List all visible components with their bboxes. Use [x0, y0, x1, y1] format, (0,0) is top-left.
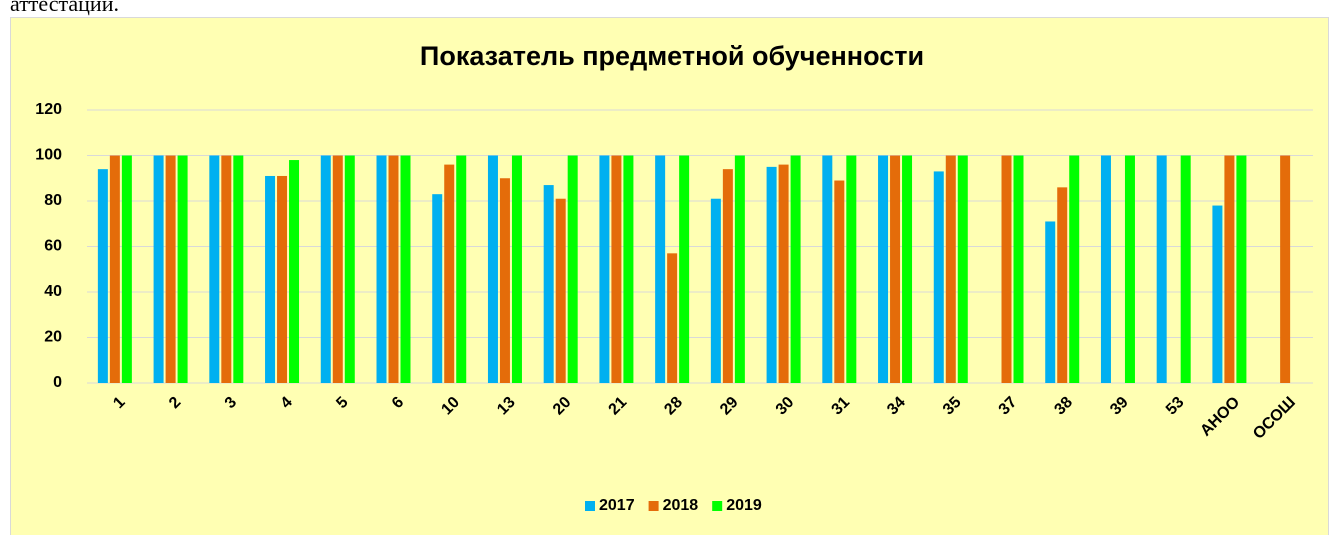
bar	[945, 155, 956, 383]
y-tick-label: 0	[53, 374, 62, 391]
legend-swatch	[648, 501, 659, 511]
bar	[444, 164, 455, 383]
legend-swatch	[585, 501, 595, 511]
y-tick-label: 60	[44, 238, 62, 255]
bar	[1045, 221, 1056, 383]
bar	[289, 160, 300, 383]
bar	[1180, 155, 1191, 383]
legend-label: 2017	[599, 497, 635, 514]
bar	[376, 155, 387, 383]
y-tick-label: 80	[44, 192, 62, 209]
bar	[722, 169, 733, 383]
bar	[265, 175, 276, 383]
bar	[890, 155, 901, 383]
bar	[599, 155, 610, 383]
bar	[1156, 155, 1167, 383]
bar	[153, 155, 164, 383]
bar	[822, 155, 833, 383]
bar	[499, 178, 510, 383]
bar	[109, 155, 120, 383]
bar	[456, 155, 467, 383]
bar	[1280, 155, 1291, 383]
bar	[332, 155, 343, 383]
bar	[1100, 155, 1111, 383]
bar	[165, 155, 176, 383]
y-tick-label: 20	[44, 329, 62, 346]
bar	[1236, 155, 1247, 383]
bar	[623, 155, 634, 383]
bar	[543, 185, 554, 383]
bar	[655, 155, 666, 383]
bar	[344, 155, 355, 383]
bar	[846, 155, 857, 383]
y-tick-label: 120	[35, 101, 62, 118]
legend-label: 2018	[663, 497, 699, 514]
bar	[1001, 155, 1012, 383]
bar	[734, 155, 745, 383]
bar	[1057, 187, 1068, 383]
bar	[121, 155, 132, 383]
bar	[567, 155, 578, 383]
bar	[878, 155, 889, 383]
bar	[933, 171, 944, 383]
legend-label: 2019	[726, 497, 762, 514]
bar	[1124, 155, 1135, 383]
bar	[320, 155, 331, 383]
bar	[766, 166, 777, 383]
bar	[679, 155, 690, 383]
y-tick-label: 100	[35, 147, 62, 164]
bar	[667, 253, 678, 383]
bar	[555, 198, 566, 383]
bar	[221, 155, 232, 383]
bar	[957, 155, 968, 383]
bar	[432, 194, 443, 383]
caption-fragment: аттестации.	[10, 0, 119, 16]
bar	[487, 155, 498, 383]
bar	[1069, 155, 1080, 383]
bar	[834, 180, 845, 383]
bar	[1013, 155, 1024, 383]
bar	[1224, 155, 1235, 383]
bar	[388, 155, 399, 383]
bar	[511, 155, 522, 383]
bar	[400, 155, 411, 383]
bar	[902, 155, 913, 383]
legend-swatch	[712, 501, 723, 511]
bar	[177, 155, 188, 383]
bar	[233, 155, 244, 383]
bar	[277, 175, 288, 383]
bar	[778, 164, 789, 383]
bar	[1212, 205, 1223, 383]
y-tick-label: 40	[44, 283, 62, 300]
bar	[611, 155, 622, 383]
bar	[97, 169, 108, 383]
bar	[209, 155, 220, 383]
bar	[790, 155, 801, 383]
chart-title: Показатель предметной обученности	[420, 41, 924, 71]
bar	[710, 198, 721, 383]
